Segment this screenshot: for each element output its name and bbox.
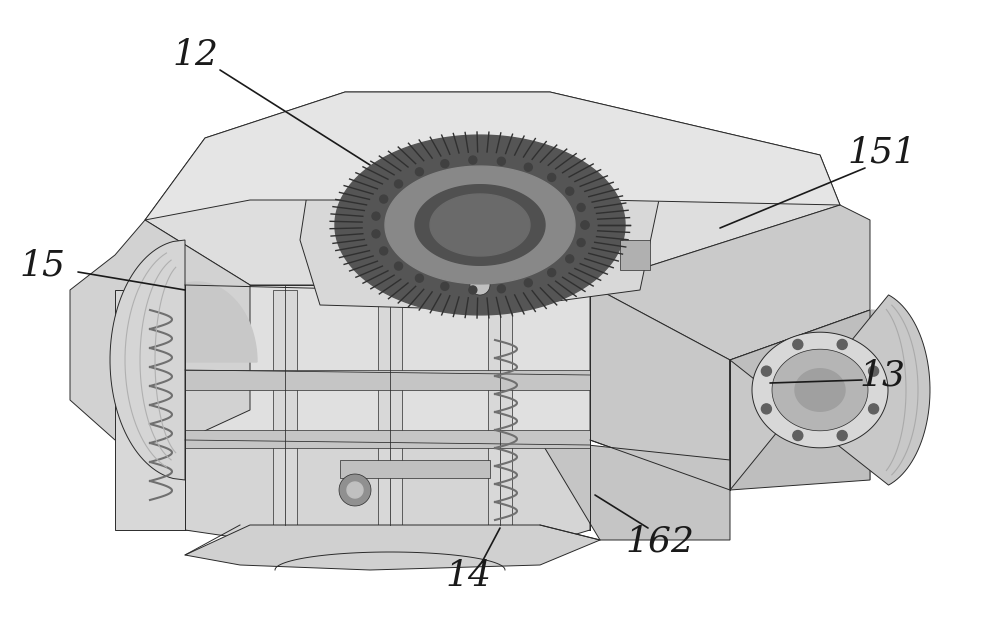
Circle shape [577,238,585,246]
Polygon shape [590,285,730,490]
Text: 13: 13 [859,358,905,392]
Polygon shape [185,370,590,390]
Circle shape [395,262,403,270]
Circle shape [395,180,403,188]
Circle shape [469,156,477,164]
Circle shape [415,274,423,282]
Circle shape [441,282,449,290]
Circle shape [761,404,771,414]
Polygon shape [145,92,840,220]
Text: 151: 151 [847,135,916,169]
Circle shape [566,187,574,195]
Polygon shape [300,175,660,310]
Polygon shape [378,290,402,525]
Polygon shape [340,460,490,478]
Polygon shape [730,310,870,490]
Circle shape [581,221,589,229]
Circle shape [581,221,589,229]
Polygon shape [335,135,625,315]
Circle shape [380,195,388,203]
Polygon shape [620,240,650,270]
Polygon shape [870,310,925,480]
Circle shape [470,275,490,295]
Circle shape [577,204,585,212]
Polygon shape [110,240,185,480]
Polygon shape [137,282,257,362]
Circle shape [497,157,505,165]
Polygon shape [185,440,590,560]
Circle shape [837,339,847,350]
Circle shape [869,404,879,414]
Circle shape [497,285,505,293]
Circle shape [793,339,803,350]
Circle shape [469,286,477,294]
Circle shape [441,160,449,168]
Polygon shape [540,440,730,540]
Text: 162: 162 [626,525,694,559]
Polygon shape [115,290,185,530]
Circle shape [372,212,380,220]
Polygon shape [488,290,512,525]
Circle shape [524,279,532,287]
Polygon shape [385,166,575,284]
Polygon shape [772,349,868,431]
Polygon shape [339,474,371,506]
Circle shape [869,366,879,376]
Polygon shape [185,285,590,530]
Text: 12: 12 [172,38,218,72]
Polygon shape [590,205,870,360]
Polygon shape [752,332,888,448]
Circle shape [372,230,380,238]
Polygon shape [730,295,930,490]
Circle shape [548,173,556,181]
Text: 15: 15 [19,248,65,282]
Circle shape [380,247,388,255]
Polygon shape [145,92,840,285]
Polygon shape [185,525,600,570]
Polygon shape [415,184,545,266]
Circle shape [415,168,423,176]
Polygon shape [795,369,845,411]
Circle shape [566,255,574,263]
Circle shape [548,269,556,277]
Polygon shape [70,220,250,440]
Text: 14: 14 [445,559,491,593]
Circle shape [837,431,847,441]
Polygon shape [730,310,920,480]
Circle shape [524,163,532,171]
Polygon shape [347,482,363,498]
Circle shape [761,366,771,376]
Polygon shape [185,430,590,448]
Polygon shape [430,194,530,256]
Polygon shape [273,290,297,525]
Circle shape [793,431,803,441]
